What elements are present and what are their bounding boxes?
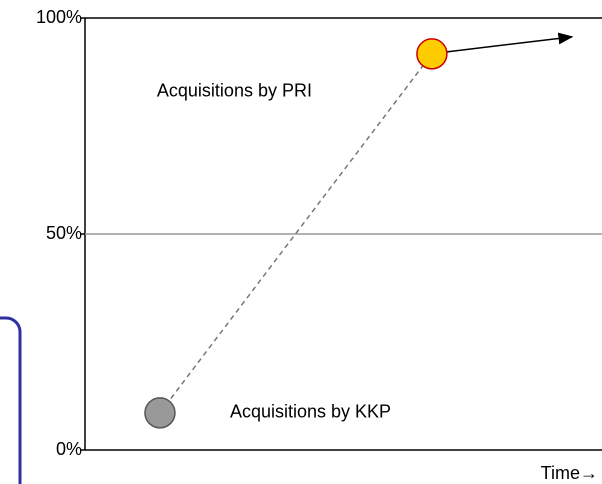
trend-line	[159, 53, 433, 414]
y-tick-label: 0%	[56, 439, 82, 459]
x-axis-label: Time→	[541, 463, 598, 483]
y-tick-label: 100%	[36, 7, 82, 27]
annotation: Acquisitions by PRI	[157, 81, 312, 101]
trend-arrow	[446, 32, 574, 53]
side-panel	[0, 316, 22, 484]
y-tick-label: 50%	[46, 223, 82, 243]
data-point	[416, 38, 448, 70]
annotation: Acquisitions by KKP	[230, 402, 391, 422]
data-point	[144, 397, 176, 429]
